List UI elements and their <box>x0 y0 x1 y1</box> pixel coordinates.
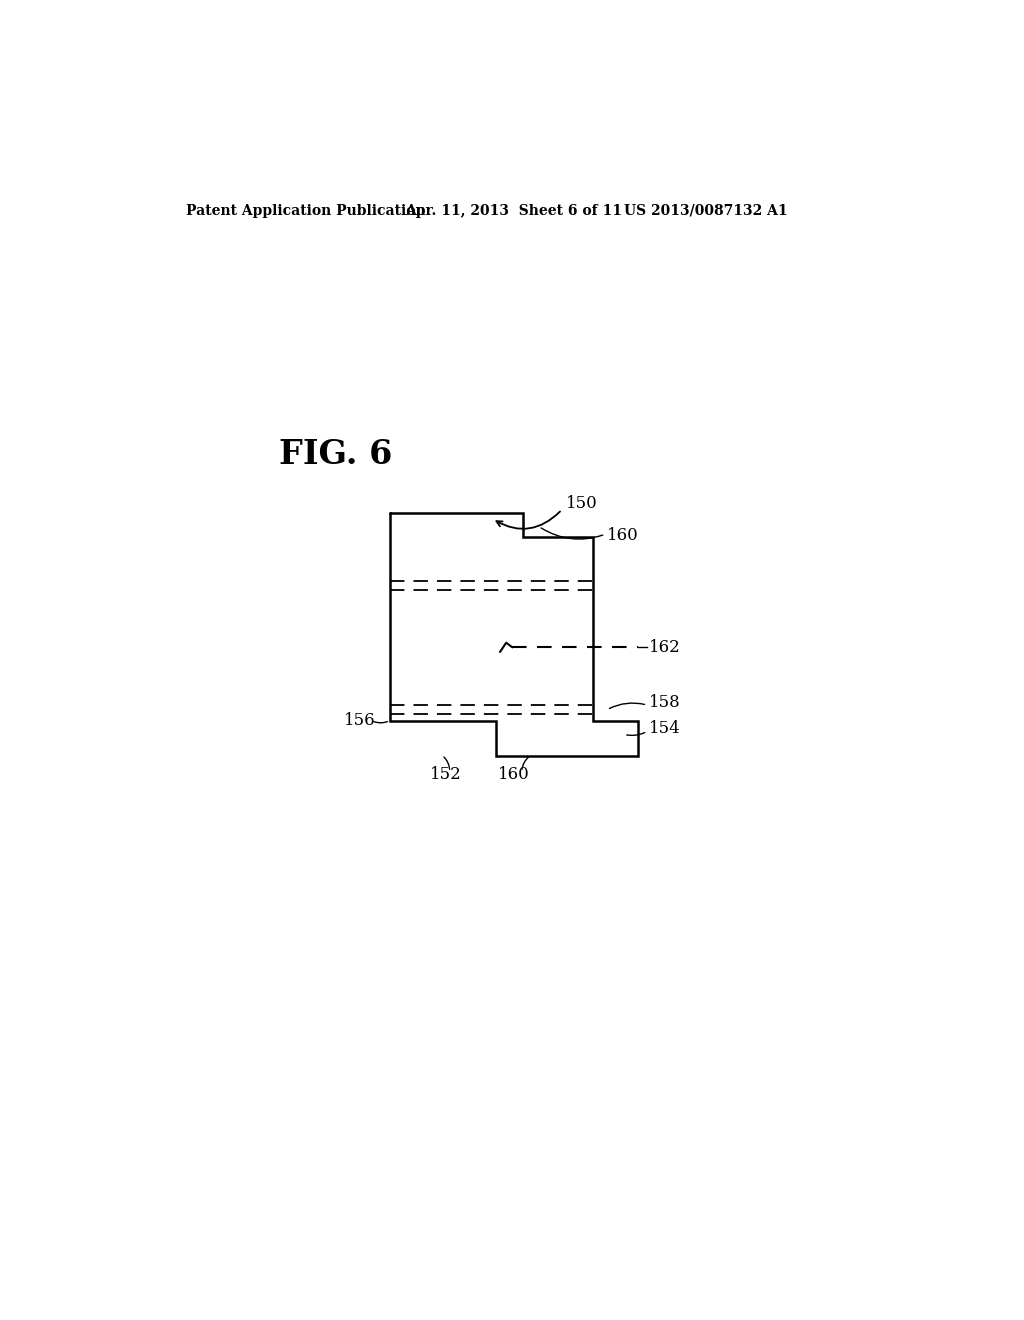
Text: 152: 152 <box>430 766 462 783</box>
Text: 160: 160 <box>498 766 529 783</box>
Text: 158: 158 <box>649 693 681 710</box>
Text: Apr. 11, 2013  Sheet 6 of 11: Apr. 11, 2013 Sheet 6 of 11 <box>406 203 623 218</box>
Text: 150: 150 <box>566 495 598 512</box>
Text: US 2013/0087132 A1: US 2013/0087132 A1 <box>624 203 787 218</box>
Text: 156: 156 <box>343 711 375 729</box>
Text: 162: 162 <box>649 639 681 656</box>
Text: 154: 154 <box>649 719 681 737</box>
Text: 160: 160 <box>607 527 639 544</box>
Text: Patent Application Publication: Patent Application Publication <box>186 203 426 218</box>
Text: FIG. 6: FIG. 6 <box>280 438 392 471</box>
